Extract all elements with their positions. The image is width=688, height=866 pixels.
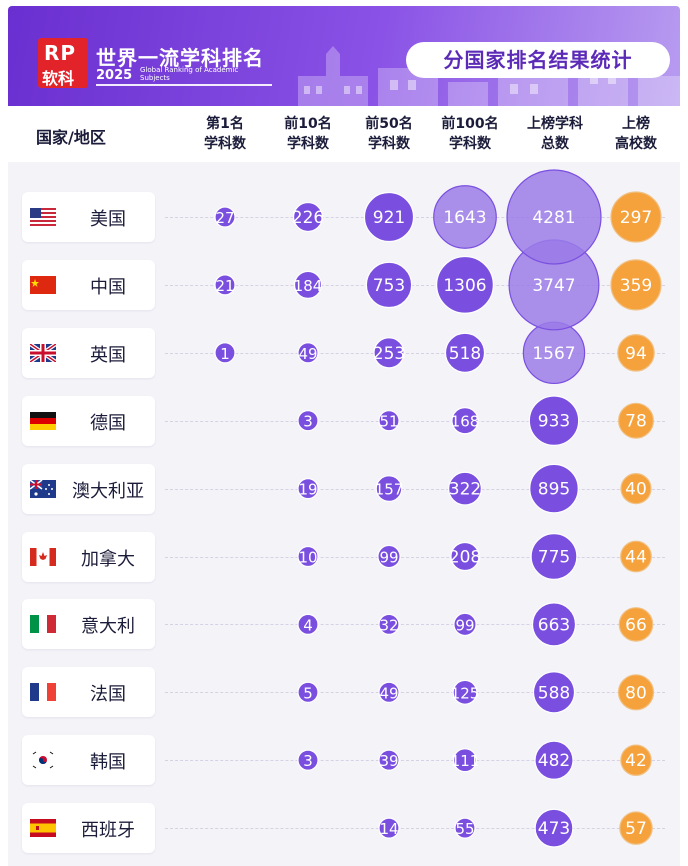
logo-text: 软科 (42, 69, 75, 88)
country-name: 德国 (90, 412, 126, 434)
country-label-au: 澳大利亚 (22, 463, 155, 514)
top1-column-header: 第1名 学科数 (180, 114, 270, 154)
flag-es-icon (30, 819, 56, 838)
top50-column-header: 前50名 学科数 (344, 114, 434, 154)
country-label-es: 西班牙 (22, 803, 155, 854)
country-label-ca: 加拿大 (22, 531, 155, 582)
header-line: 上榜学科 (527, 116, 583, 132)
country-name: 法国 (90, 684, 126, 706)
country-name: 美国 (90, 209, 126, 230)
header-line: 学科数 (204, 136, 246, 152)
country-name: 加拿大 (81, 548, 135, 570)
country-label-us: 美国 (22, 192, 155, 242)
header-line: 前10名 (284, 116, 332, 132)
flag-de-icon (30, 411, 56, 430)
country-name: 西班牙 (81, 820, 135, 842)
flag-ca-icon (30, 547, 56, 566)
universities-column-header: 上榜 高校数 (591, 114, 681, 154)
header-line: 高校数 (615, 136, 657, 152)
country-label-fr: 法国 (22, 667, 155, 718)
country-label-gb: 英国 (22, 327, 155, 378)
country-name: 意大利 (81, 616, 135, 638)
row-guide-line (165, 828, 665, 830)
row-guide-line (165, 556, 665, 558)
header-line: 学科数 (368, 136, 410, 152)
ranking-subtitle: Global Ranking of Academic Subjects (140, 66, 239, 82)
campus-buildings-illustration (298, 46, 680, 106)
flag-fr-icon (30, 683, 56, 702)
flag-cn-icon (30, 275, 56, 294)
header-line: 第1名 (206, 116, 244, 132)
row-guide-line (165, 284, 665, 286)
country-label-cn: 中国 (22, 259, 155, 310)
country-name: 中国 (90, 276, 126, 298)
flag-it-icon (30, 615, 56, 634)
header-line: 上榜 (622, 116, 650, 132)
header-line: 学科数 (287, 136, 329, 152)
statistics-title: 分国家排名结果统计 (406, 42, 670, 78)
ranking-year: 2025 (96, 68, 133, 83)
row-guide-line (165, 217, 665, 218)
row-guide-line (165, 692, 665, 694)
country-name: 韩国 (90, 752, 126, 774)
country-label-de: 德国 (22, 395, 155, 446)
logo-mark: RP (44, 41, 77, 65)
row-guide-line (165, 760, 665, 762)
total-column-header: 上榜学科 总数 (510, 114, 600, 154)
title-underline (96, 84, 272, 86)
row-guide-line (165, 352, 665, 354)
country-name: 澳大利亚 (72, 480, 144, 502)
top100-column-header: 前100名 学科数 (425, 114, 515, 154)
top10-column-header: 前10名 学科数 (263, 114, 353, 154)
header-line: 学科数 (449, 136, 491, 152)
row-guide-line (165, 488, 665, 490)
country-name: 英国 (90, 344, 126, 366)
header-line: 总数 (541, 136, 569, 152)
country-label-kr: 韩国 (22, 735, 155, 786)
row-guide-line (165, 420, 665, 422)
ruanke-logo: RP 软科 (38, 38, 88, 88)
flag-kr-icon (30, 751, 56, 770)
ranking-title: 世界一流学科排名 (96, 46, 264, 70)
country-label-it: 意大利 (22, 599, 155, 650)
header-line: 前50名 (365, 116, 413, 132)
row-guide-line (165, 624, 665, 626)
column-header-row: 国家/地区 第1名 学科数 前10名 学科数 前50名 学科数 前100名 学科… (8, 106, 680, 162)
header-banner: RP 软科 世界一流学科排名 2025 Global Ranking of Ac… (8, 6, 680, 106)
header-line: 前100名 (441, 116, 499, 132)
flag-gb-icon (30, 343, 56, 362)
flag-us-icon (30, 208, 56, 226)
flag-au-icon (30, 479, 56, 498)
country-column-header: 国家/地区 (36, 128, 106, 147)
